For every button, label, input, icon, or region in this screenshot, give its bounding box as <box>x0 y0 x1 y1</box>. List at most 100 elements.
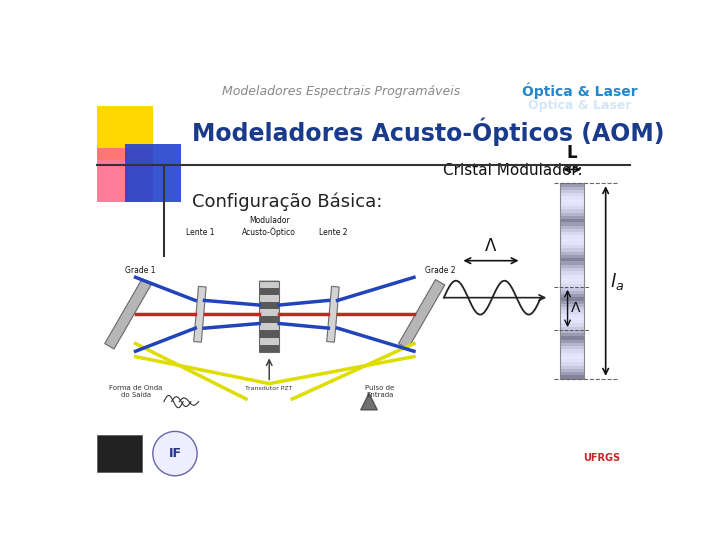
Bar <box>560 326 584 330</box>
Text: Lente 2: Lente 2 <box>319 228 347 238</box>
Bar <box>560 251 584 255</box>
Bar <box>560 359 584 362</box>
Bar <box>560 205 584 210</box>
Bar <box>560 241 584 245</box>
Bar <box>560 215 584 219</box>
Text: Modulador
Acusto-Óptico: Modulador Acusto-Óptico <box>242 216 296 238</box>
Text: IF: IF <box>168 447 181 460</box>
Bar <box>560 199 584 203</box>
Bar <box>259 301 279 309</box>
Bar <box>560 313 584 317</box>
Bar <box>560 192 584 197</box>
Bar <box>560 284 584 287</box>
Bar <box>560 352 584 356</box>
Text: Cristal Modulador:: Cristal Modulador: <box>444 163 583 178</box>
Bar <box>259 294 279 302</box>
Bar <box>97 106 153 160</box>
Text: UFRGS: UFRGS <box>583 453 621 463</box>
Bar <box>560 248 584 252</box>
Bar <box>560 271 584 274</box>
Text: Pulso de
Entrada: Pulso de Entrada <box>366 384 395 397</box>
Bar <box>560 186 584 190</box>
Bar <box>259 315 279 323</box>
Bar <box>560 208 584 213</box>
Text: Modeladores Acusto-Ópticos (AOM): Modeladores Acusto-Ópticos (AOM) <box>192 117 664 146</box>
Bar <box>560 264 584 268</box>
Bar <box>560 202 584 206</box>
Bar <box>560 375 584 379</box>
Text: Modeladores Espectrais Programáveis: Modeladores Espectrais Programáveis <box>222 85 460 98</box>
Text: Óptica & Laser: Óptica & Laser <box>522 82 637 99</box>
Text: $\Lambda$: $\Lambda$ <box>570 301 581 315</box>
Bar <box>560 218 584 222</box>
Bar <box>560 235 584 239</box>
Bar <box>560 195 584 200</box>
Text: Configuração Básica:: Configuração Básica: <box>192 193 382 211</box>
Text: Óptica & Laser: Óptica & Laser <box>528 97 631 112</box>
Bar <box>560 342 584 346</box>
Bar <box>560 212 584 216</box>
Bar <box>560 300 584 304</box>
Text: Grade 1: Grade 1 <box>125 266 156 275</box>
Bar <box>259 280 279 288</box>
Text: $\Lambda$: $\Lambda$ <box>485 237 498 254</box>
Bar <box>97 148 153 202</box>
Polygon shape <box>104 280 151 349</box>
Bar <box>560 189 584 193</box>
Bar <box>560 332 584 336</box>
Bar <box>560 261 584 265</box>
Bar <box>560 183 584 186</box>
Bar <box>560 336 584 340</box>
Bar <box>560 258 584 261</box>
Bar <box>125 144 181 202</box>
Polygon shape <box>399 280 445 349</box>
Text: L: L <box>567 144 577 162</box>
Text: Forma de Onda
do Saída: Forma de Onda do Saída <box>109 384 163 397</box>
Bar <box>560 287 584 291</box>
Bar <box>560 231 584 235</box>
Bar <box>259 281 279 352</box>
Bar <box>560 274 584 278</box>
Bar <box>560 329 584 333</box>
Bar <box>560 368 584 372</box>
Polygon shape <box>327 286 339 342</box>
Bar <box>259 287 279 295</box>
Text: $l_a$: $l_a$ <box>610 271 624 292</box>
Bar <box>560 362 584 366</box>
Bar <box>560 238 584 242</box>
Text: Grade 2: Grade 2 <box>425 266 455 275</box>
Bar <box>560 322 584 327</box>
Circle shape <box>153 431 197 476</box>
Bar <box>560 306 584 310</box>
Bar <box>259 330 279 338</box>
Bar <box>560 296 584 301</box>
Bar <box>560 267 584 271</box>
Bar <box>560 372 584 375</box>
Bar <box>259 323 279 330</box>
Polygon shape <box>194 286 206 342</box>
Text: Lente 1: Lente 1 <box>186 228 214 238</box>
Bar <box>560 293 584 298</box>
Text: Transdutor PZT: Transdutor PZT <box>246 386 293 390</box>
Bar <box>259 308 279 316</box>
Bar <box>560 228 584 232</box>
Polygon shape <box>361 393 377 410</box>
Bar <box>560 254 584 258</box>
Bar <box>259 344 279 352</box>
Bar <box>259 337 279 345</box>
Bar <box>560 245 584 248</box>
Bar <box>560 349 584 353</box>
Bar <box>97 435 142 472</box>
Bar <box>560 346 584 349</box>
Bar <box>560 316 584 320</box>
Bar <box>560 309 584 314</box>
Bar <box>560 183 584 379</box>
Bar <box>560 319 584 323</box>
Bar <box>560 303 584 307</box>
Bar <box>560 277 584 281</box>
Bar <box>560 290 584 294</box>
Bar <box>560 280 584 284</box>
Bar <box>560 339 584 343</box>
Bar <box>560 355 584 359</box>
Bar <box>560 221 584 226</box>
